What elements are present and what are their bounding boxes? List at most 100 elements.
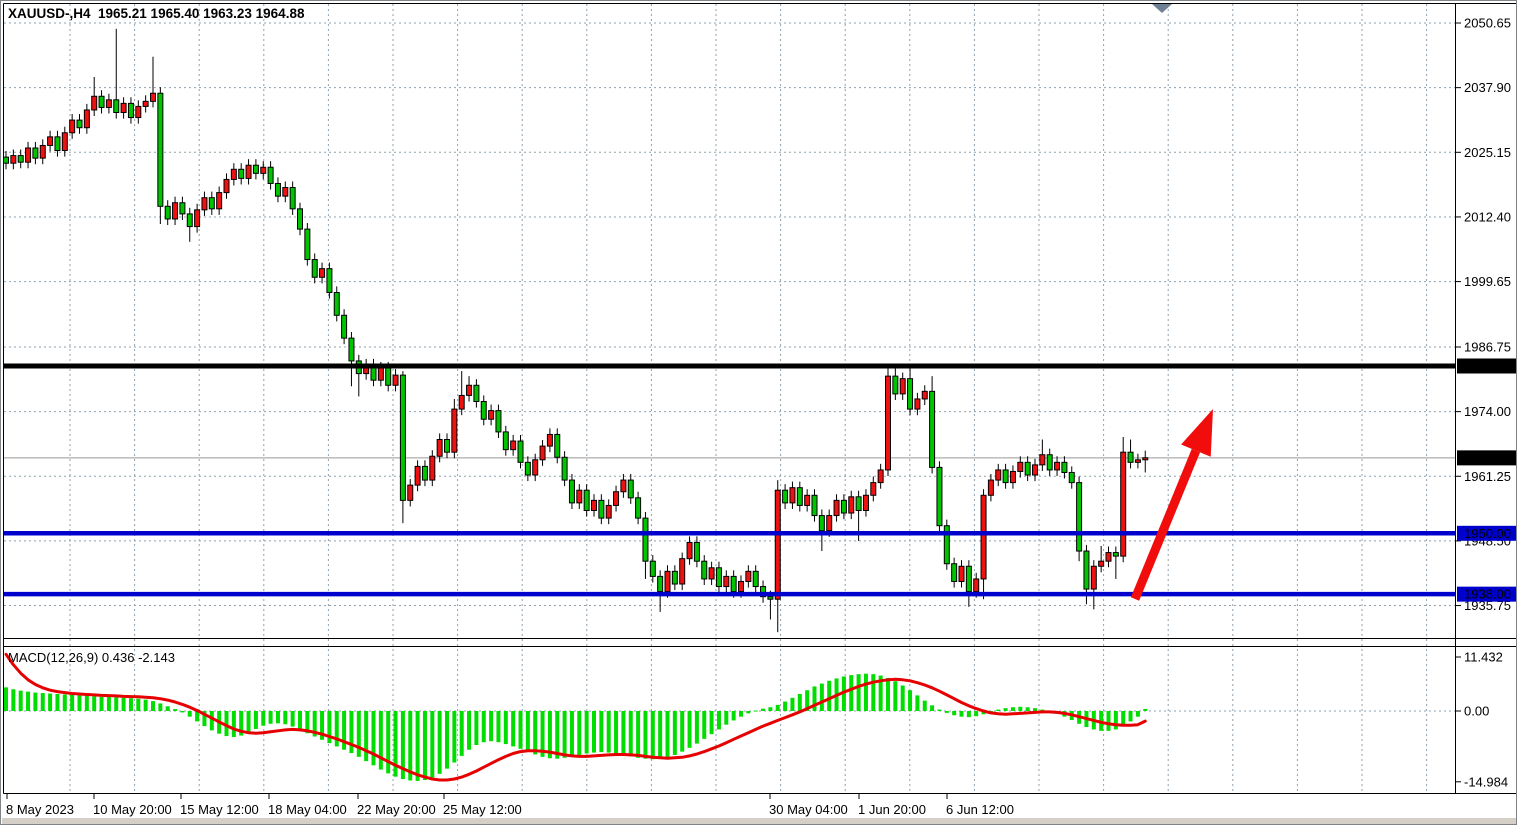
macd-histogram-bar bbox=[768, 707, 773, 711]
shift-marker-triangle[interactable] bbox=[1152, 4, 1172, 13]
price-badges: 1983.00 1950.00 1938.00 1964.88 bbox=[1457, 358, 1516, 602]
candle-bear bbox=[157, 92, 164, 207]
candle-bear bbox=[951, 563, 958, 582]
candle-bull bbox=[899, 378, 906, 395]
macd-histogram-bar bbox=[628, 711, 633, 757]
macd-histogram-bar bbox=[908, 690, 913, 711]
candle-bull bbox=[738, 580, 744, 593]
current-price-badge-bg bbox=[1457, 450, 1516, 466]
arrow-shaft[interactable] bbox=[1130, 448, 1201, 601]
candle-bull bbox=[319, 268, 326, 278]
candle-bull bbox=[1054, 461, 1061, 471]
macd-histogram-bar bbox=[261, 711, 266, 726]
candle-bear bbox=[907, 378, 914, 410]
candle-bull bbox=[980, 494, 987, 580]
macd-histogram-bar bbox=[195, 711, 200, 722]
macd-histogram-bar bbox=[489, 711, 494, 742]
macd-histogram-bar bbox=[878, 675, 883, 711]
macd-histogram-bar bbox=[540, 711, 545, 757]
candle-bear bbox=[3, 156, 9, 164]
price-axis-label: 2050.65 bbox=[1464, 16, 1511, 31]
macd-histogram-bar bbox=[106, 696, 111, 711]
candle-bull bbox=[414, 465, 421, 486]
candle-bull bbox=[708, 567, 715, 580]
macd-histogram-bar bbox=[503, 711, 508, 745]
macd-histogram-bar bbox=[445, 711, 449, 769]
candle-bear bbox=[627, 479, 634, 499]
trend-arrow-object[interactable] bbox=[1130, 409, 1213, 601]
macd-histogram-bar bbox=[408, 711, 413, 781]
macd-histogram-bar bbox=[77, 695, 82, 711]
candle-bull bbox=[488, 410, 495, 420]
macd-histogram-bar bbox=[731, 711, 736, 721]
candle-bear bbox=[480, 400, 487, 420]
candle-bear bbox=[752, 570, 759, 588]
candle-bull bbox=[973, 578, 980, 593]
macd-histogram-bar bbox=[569, 711, 574, 757]
candle-bear bbox=[444, 439, 450, 453]
macd-histogram-bar bbox=[981, 711, 986, 715]
candle-bull bbox=[83, 109, 90, 129]
macd-histogram-bar bbox=[275, 711, 280, 724]
macd-histogram-bar bbox=[430, 711, 435, 778]
candle-bear bbox=[892, 375, 899, 395]
macd-histogram-bar bbox=[636, 711, 641, 758]
macd-histogram-bar bbox=[614, 711, 619, 754]
macd-histogram-bar bbox=[599, 711, 604, 753]
candle-bear bbox=[289, 187, 296, 210]
candle-bull bbox=[826, 515, 833, 532]
macd-histogram-bar bbox=[422, 711, 427, 780]
arrow-head[interactable] bbox=[1181, 409, 1213, 457]
macd-histogram-bar bbox=[202, 711, 207, 727]
macd-histogram-bar bbox=[533, 711, 538, 755]
macd-histogram-bar bbox=[136, 698, 141, 711]
candle-bull bbox=[91, 95, 98, 111]
macd-histogram-bar bbox=[606, 711, 611, 753]
macd-histogram-bar bbox=[849, 675, 854, 711]
macd-histogram-bar bbox=[937, 709, 942, 711]
price-axis-label: 1986.75 bbox=[1464, 339, 1511, 354]
window-bottom-strip bbox=[2, 818, 1516, 824]
macd-histogram-bar bbox=[584, 711, 589, 754]
macd-histogram-bar bbox=[959, 711, 964, 717]
macd-histogram-bar bbox=[1113, 711, 1118, 730]
candle-bear bbox=[965, 565, 972, 593]
macd-histogram-bar bbox=[320, 711, 325, 740]
horizontal-level-lines[interactable] bbox=[4, 363, 1455, 597]
macd-histogram-bar bbox=[415, 711, 420, 781]
candle-bear bbox=[208, 197, 215, 210]
candle-bull bbox=[745, 570, 752, 582]
candle-bull bbox=[245, 164, 252, 179]
chart-title-ohlc: XAUUSD-,H4 1965.21 1965.40 1963.23 1964.… bbox=[8, 6, 305, 21]
macd-histogram-bar bbox=[327, 711, 332, 744]
candle-bull bbox=[377, 367, 384, 381]
macd-histogram-bar bbox=[378, 711, 383, 770]
macd-histogram-bar bbox=[349, 711, 354, 754]
candle-bear bbox=[855, 496, 862, 511]
macd-histogram-bar bbox=[966, 711, 971, 718]
candle-bull bbox=[1134, 459, 1141, 463]
support-1950-badge-bg bbox=[1457, 525, 1516, 541]
candle-bull bbox=[686, 541, 693, 560]
candle-bull bbox=[466, 384, 473, 396]
candle-bull bbox=[282, 187, 289, 197]
macd-histogram-bar bbox=[1018, 706, 1023, 711]
candle-bear bbox=[943, 525, 950, 565]
chart-shift-marker[interactable] bbox=[1152, 4, 1172, 13]
candle-bull bbox=[774, 489, 781, 600]
candle-bull bbox=[1009, 470, 1016, 484]
macd-histogram-bar bbox=[702, 711, 707, 739]
macd-histogram-bar bbox=[151, 701, 155, 711]
macd-histogram-bar bbox=[121, 697, 126, 711]
candle-bear bbox=[186, 213, 193, 228]
candle-bear bbox=[1083, 550, 1090, 590]
candle-bear bbox=[642, 517, 649, 562]
macd-indicator-label: MACD(12,26,9) 0.436 -2.143 bbox=[8, 650, 175, 665]
candle-bull bbox=[150, 92, 156, 102]
time-axis-label: 6 Jun 12:00 bbox=[946, 802, 1014, 817]
macd-histogram-bar bbox=[143, 699, 148, 711]
macd-histogram-bar bbox=[739, 711, 743, 717]
candle-bear bbox=[796, 487, 803, 506]
macd-histogram-bar bbox=[400, 711, 405, 780]
